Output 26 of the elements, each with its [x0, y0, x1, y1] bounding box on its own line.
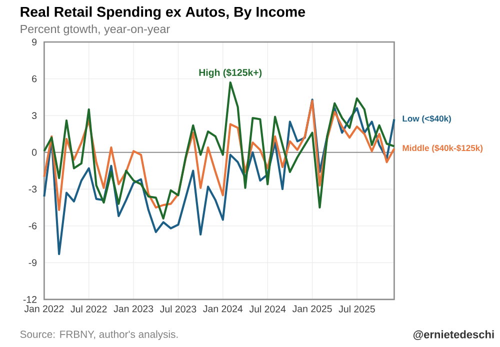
source-note: Source: FRBNY, author's analysis.	[20, 330, 178, 340]
x-tick-label: Jan 2024	[203, 305, 243, 312]
line-series	[43, 82, 396, 220]
chart-title: Real Retail Spending ex Autos, By Income	[20, 6, 306, 20]
y-tick-label: 3	[32, 112, 37, 120]
x-tick-label: Jul 2023	[160, 305, 196, 313]
series-label: High ($125k+)	[199, 68, 262, 78]
y-tick-label: 0	[32, 149, 37, 156]
x-tick-label: Jul 2022	[70, 305, 107, 313]
y-tick-label: -3	[28, 186, 37, 193]
y-tick-label: 6	[32, 76, 37, 82]
x-tick-label: Jan 2022	[24, 305, 64, 312]
x-tick-label: Jul 2025	[338, 305, 375, 313]
x-tick-label: Jan 2023	[114, 305, 154, 312]
line-series	[43, 100, 396, 212]
y-tick-label: 9	[32, 38, 37, 46]
y-tick-label: -9	[28, 259, 37, 266]
x-tick-label: Jan 2025	[292, 305, 332, 312]
y-tick-label: -6	[28, 222, 37, 230]
x-tick-label: Jul 2024	[249, 305, 286, 313]
line-series	[43, 98, 396, 256]
series-label: Low (<$40k)	[402, 115, 451, 124]
chart-subtitle: Percent gtowth, year-on-year	[20, 24, 170, 36]
series-label: Middle ($40k-$125k)	[402, 144, 483, 153]
y-tick-label: -12	[23, 296, 37, 303]
text: @ernietedeschi	[413, 330, 494, 340]
